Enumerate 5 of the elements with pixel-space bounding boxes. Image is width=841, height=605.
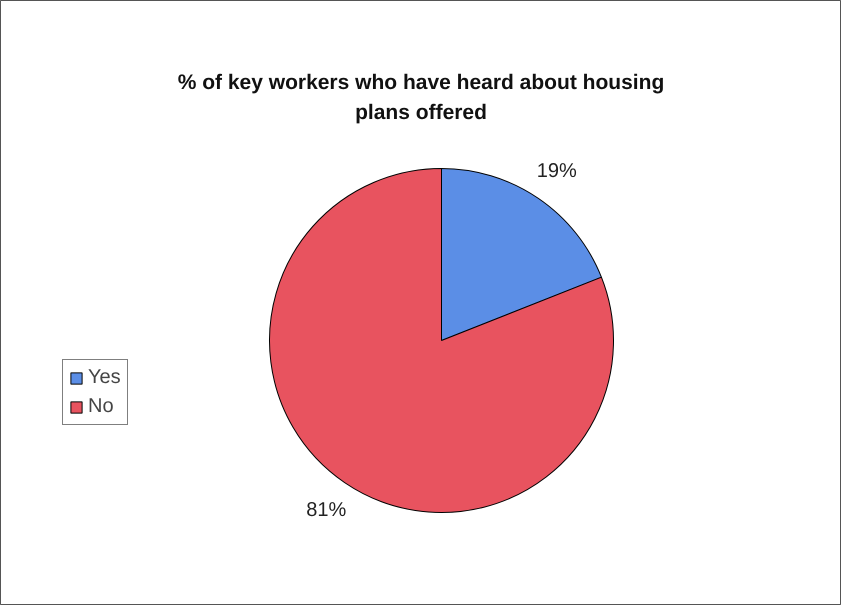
legend-label: Yes [88,366,121,389]
data-label: 81% [306,499,347,522]
chart-title: % of key workers who have heard about housing plans offered [178,71,664,124]
data-label: 19% [536,160,577,182]
legend-label: No [88,395,114,418]
